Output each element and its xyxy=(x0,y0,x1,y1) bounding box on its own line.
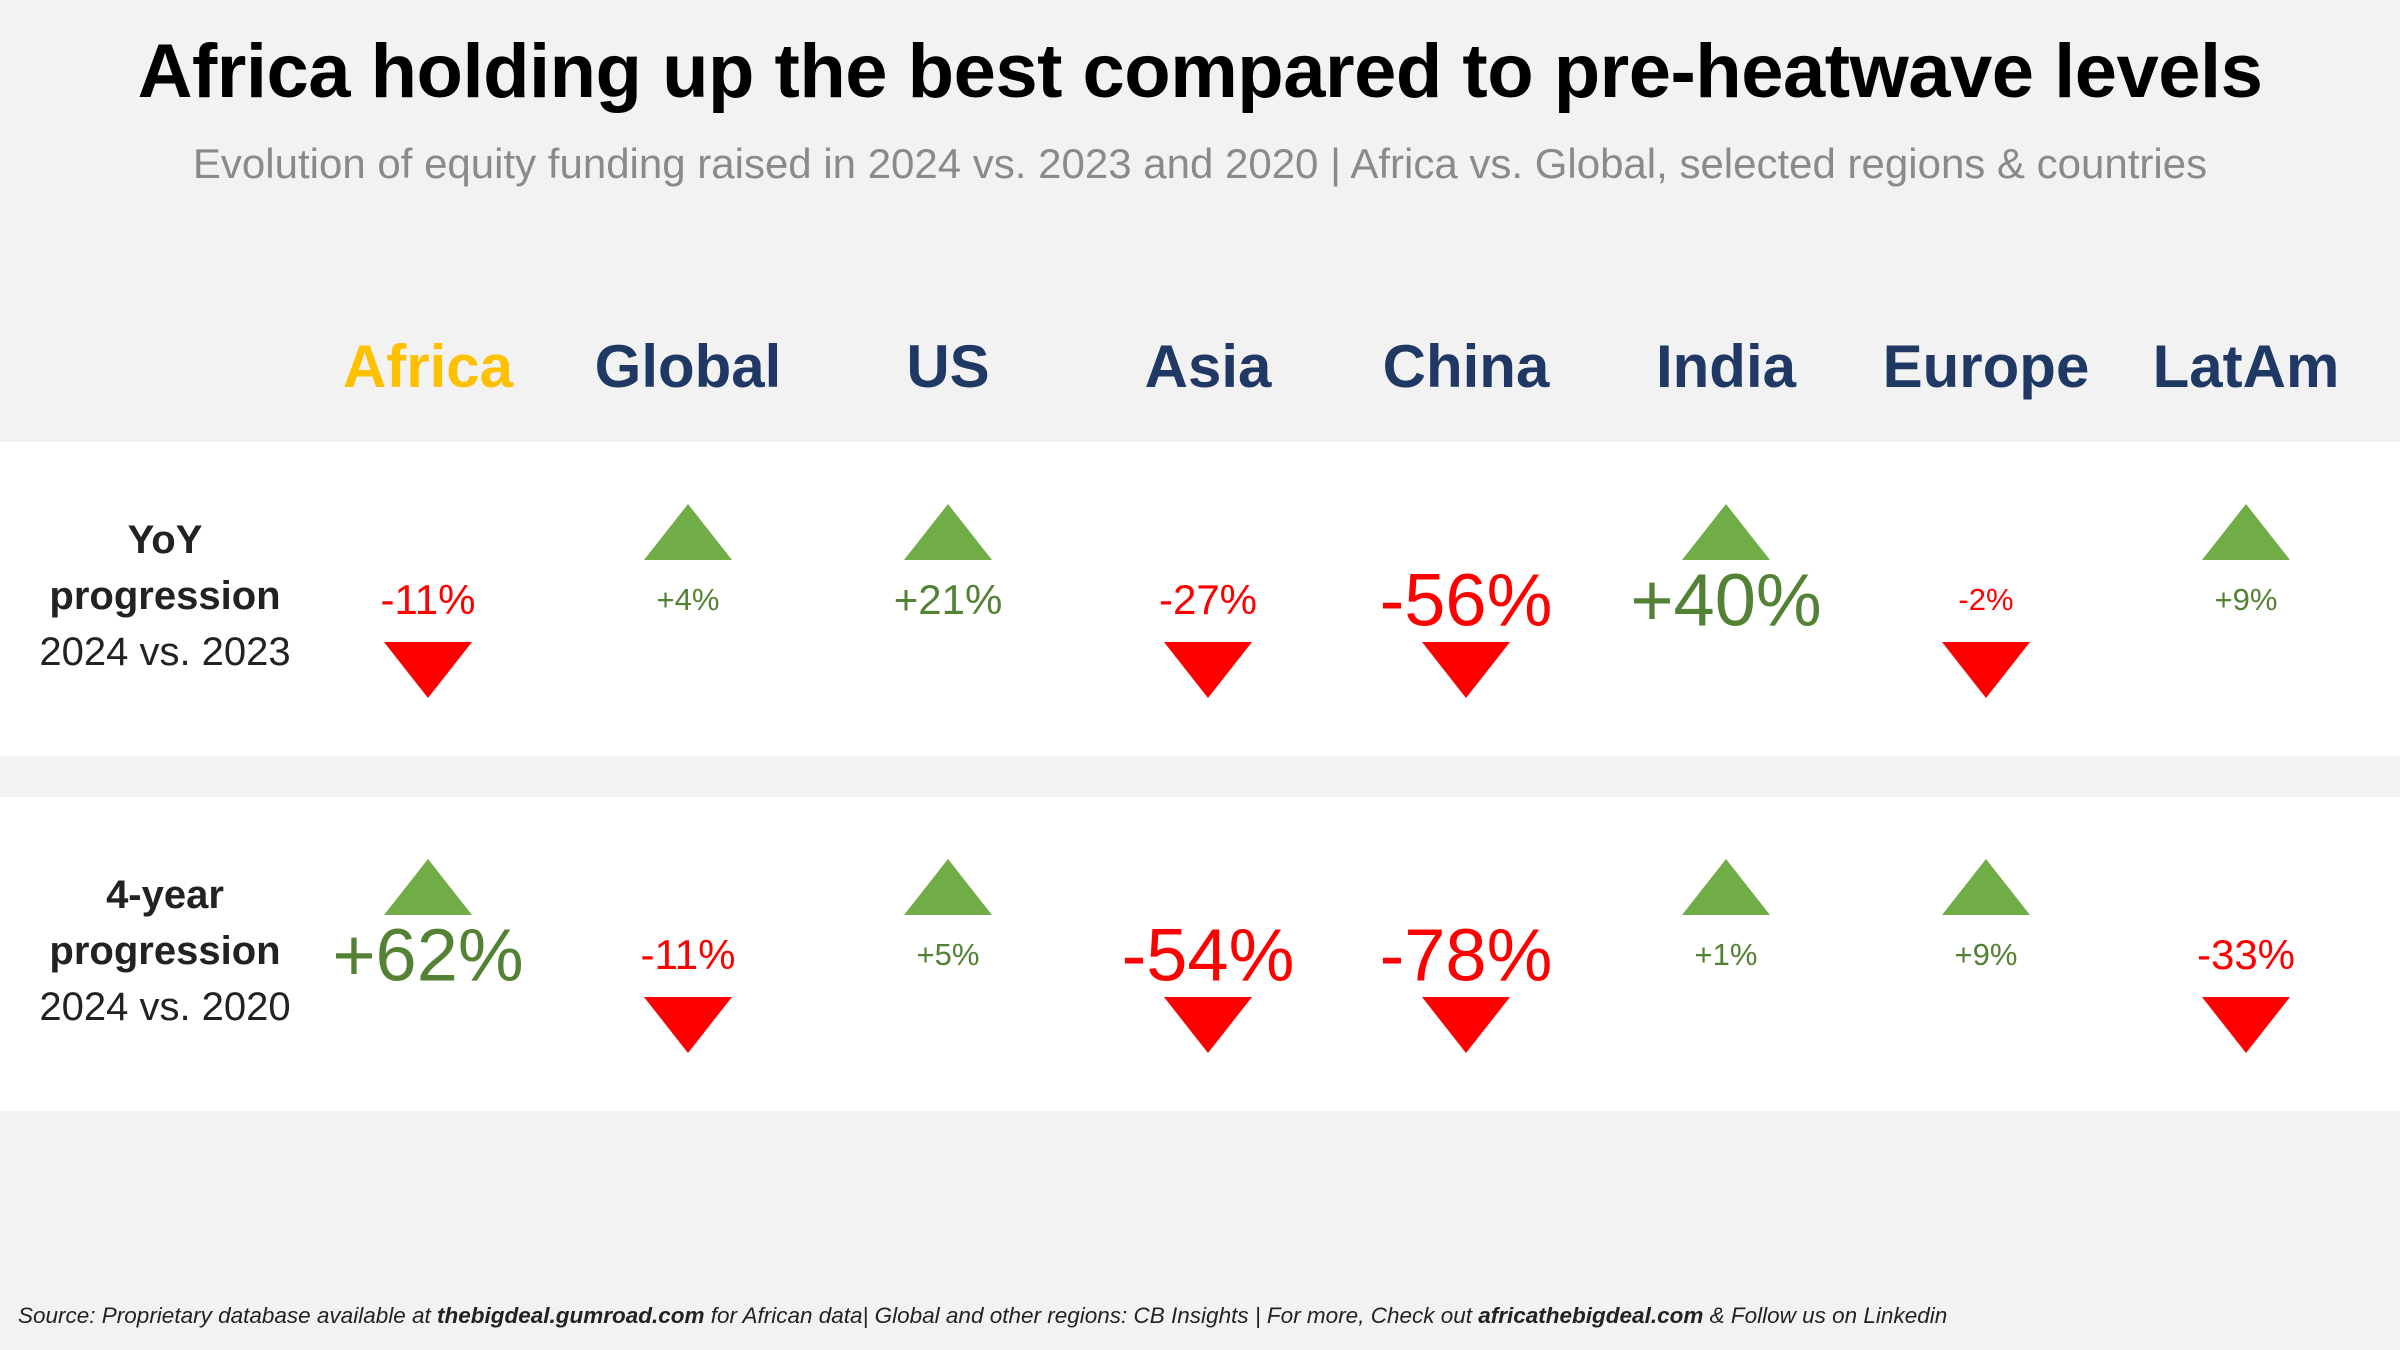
yoy-row-label: YoY progression 2024 vs. 2023 xyxy=(20,512,310,680)
up-triangle-icon xyxy=(904,504,992,560)
down-triangle-icon xyxy=(644,997,732,1053)
four-year-row-label: 4-year progression 2024 vs. 2020 xyxy=(20,867,310,1035)
down-triangle-icon xyxy=(1164,642,1252,698)
down-triangle-icon xyxy=(384,642,472,698)
four-year-value-africa: +62% xyxy=(332,913,524,997)
down-triangle-icon xyxy=(1942,642,2030,698)
yoy-value-europe: -2% xyxy=(1958,582,2014,617)
yoy-value-us: +21% xyxy=(893,576,1003,623)
four-year-value-us: +5% xyxy=(916,937,980,972)
source-text-1: Source: Proprietary database available a… xyxy=(18,1303,437,1328)
four-year-band: 4-year progression 2024 vs. 2020 +62% -11… xyxy=(0,797,2400,1111)
source-text-2: for African data| Global and other regio… xyxy=(704,1303,1479,1328)
up-triangle-icon xyxy=(2202,504,2290,560)
up-triangle-icon xyxy=(1682,859,1770,915)
up-triangle-icon xyxy=(1942,859,2030,915)
up-triangle-icon xyxy=(644,504,732,560)
yoy-label-line3: 2024 vs. 2023 xyxy=(39,630,291,674)
four-year-value-asia: -54% xyxy=(1121,913,1295,997)
down-triangle-icon xyxy=(1164,997,1252,1053)
up-triangle-icon xyxy=(384,859,472,915)
column-header-asia: Asia xyxy=(1144,333,1272,400)
four-year-label-line1: 4-year xyxy=(106,873,224,917)
column-header-india: India xyxy=(1655,333,1796,400)
source-link-africathebigdeal[interactable]: africathebigdeal.com xyxy=(1478,1303,1704,1328)
yoy-label-line1: YoY xyxy=(127,518,203,562)
up-triangle-icon xyxy=(1682,504,1770,560)
yoy-value-asia: -27% xyxy=(1158,576,1258,623)
column-header-china: China xyxy=(1382,333,1550,400)
source-text-3: & Follow us on Linkedin xyxy=(1703,1303,1948,1328)
yoy-value-global: +4% xyxy=(656,582,720,617)
four-year-value-india: +1% xyxy=(1694,937,1758,972)
column-header-latam: LatAm xyxy=(2152,333,2340,400)
up-triangle-icon xyxy=(904,859,992,915)
column-header-global: Global xyxy=(594,333,782,400)
down-triangle-icon xyxy=(1422,642,1510,698)
four-year-value-china: -78% xyxy=(1379,913,1553,997)
column-header-us: US xyxy=(906,333,990,400)
column-header-europe: Europe xyxy=(1882,333,2090,400)
yoy-value-india: +40% xyxy=(1630,558,1822,642)
down-triangle-icon xyxy=(2202,997,2290,1053)
four-year-label-line3: 2024 vs. 2020 xyxy=(39,985,291,1029)
source-note: Source: Proprietary database available a… xyxy=(18,1303,2388,1329)
down-triangle-icon xyxy=(1422,997,1510,1053)
yoy-value-africa: -11% xyxy=(380,576,476,623)
yoy-label-line2: progression xyxy=(49,574,281,618)
yoy-value-china: -56% xyxy=(1379,558,1553,642)
four-year-value-europe: +9% xyxy=(1954,937,2018,972)
page-title: Africa holding up the best compared to p… xyxy=(137,29,2263,114)
four-year-value-latam: -33% xyxy=(2196,931,2296,978)
four-year-label-line2: progression xyxy=(49,929,281,973)
column-header-africa: Africa xyxy=(342,333,514,400)
source-link-gumroad[interactable]: thebigdeal.gumroad.com xyxy=(437,1303,705,1328)
yoy-value-latam: +9% xyxy=(2214,582,2278,617)
yoy-band: YoY progression 2024 vs. 2023 -11% +4% +21… xyxy=(0,442,2400,756)
page-subtitle: Evolution of equity funding raised in 20… xyxy=(192,140,2208,187)
four-year-value-global: -11% xyxy=(640,931,736,978)
